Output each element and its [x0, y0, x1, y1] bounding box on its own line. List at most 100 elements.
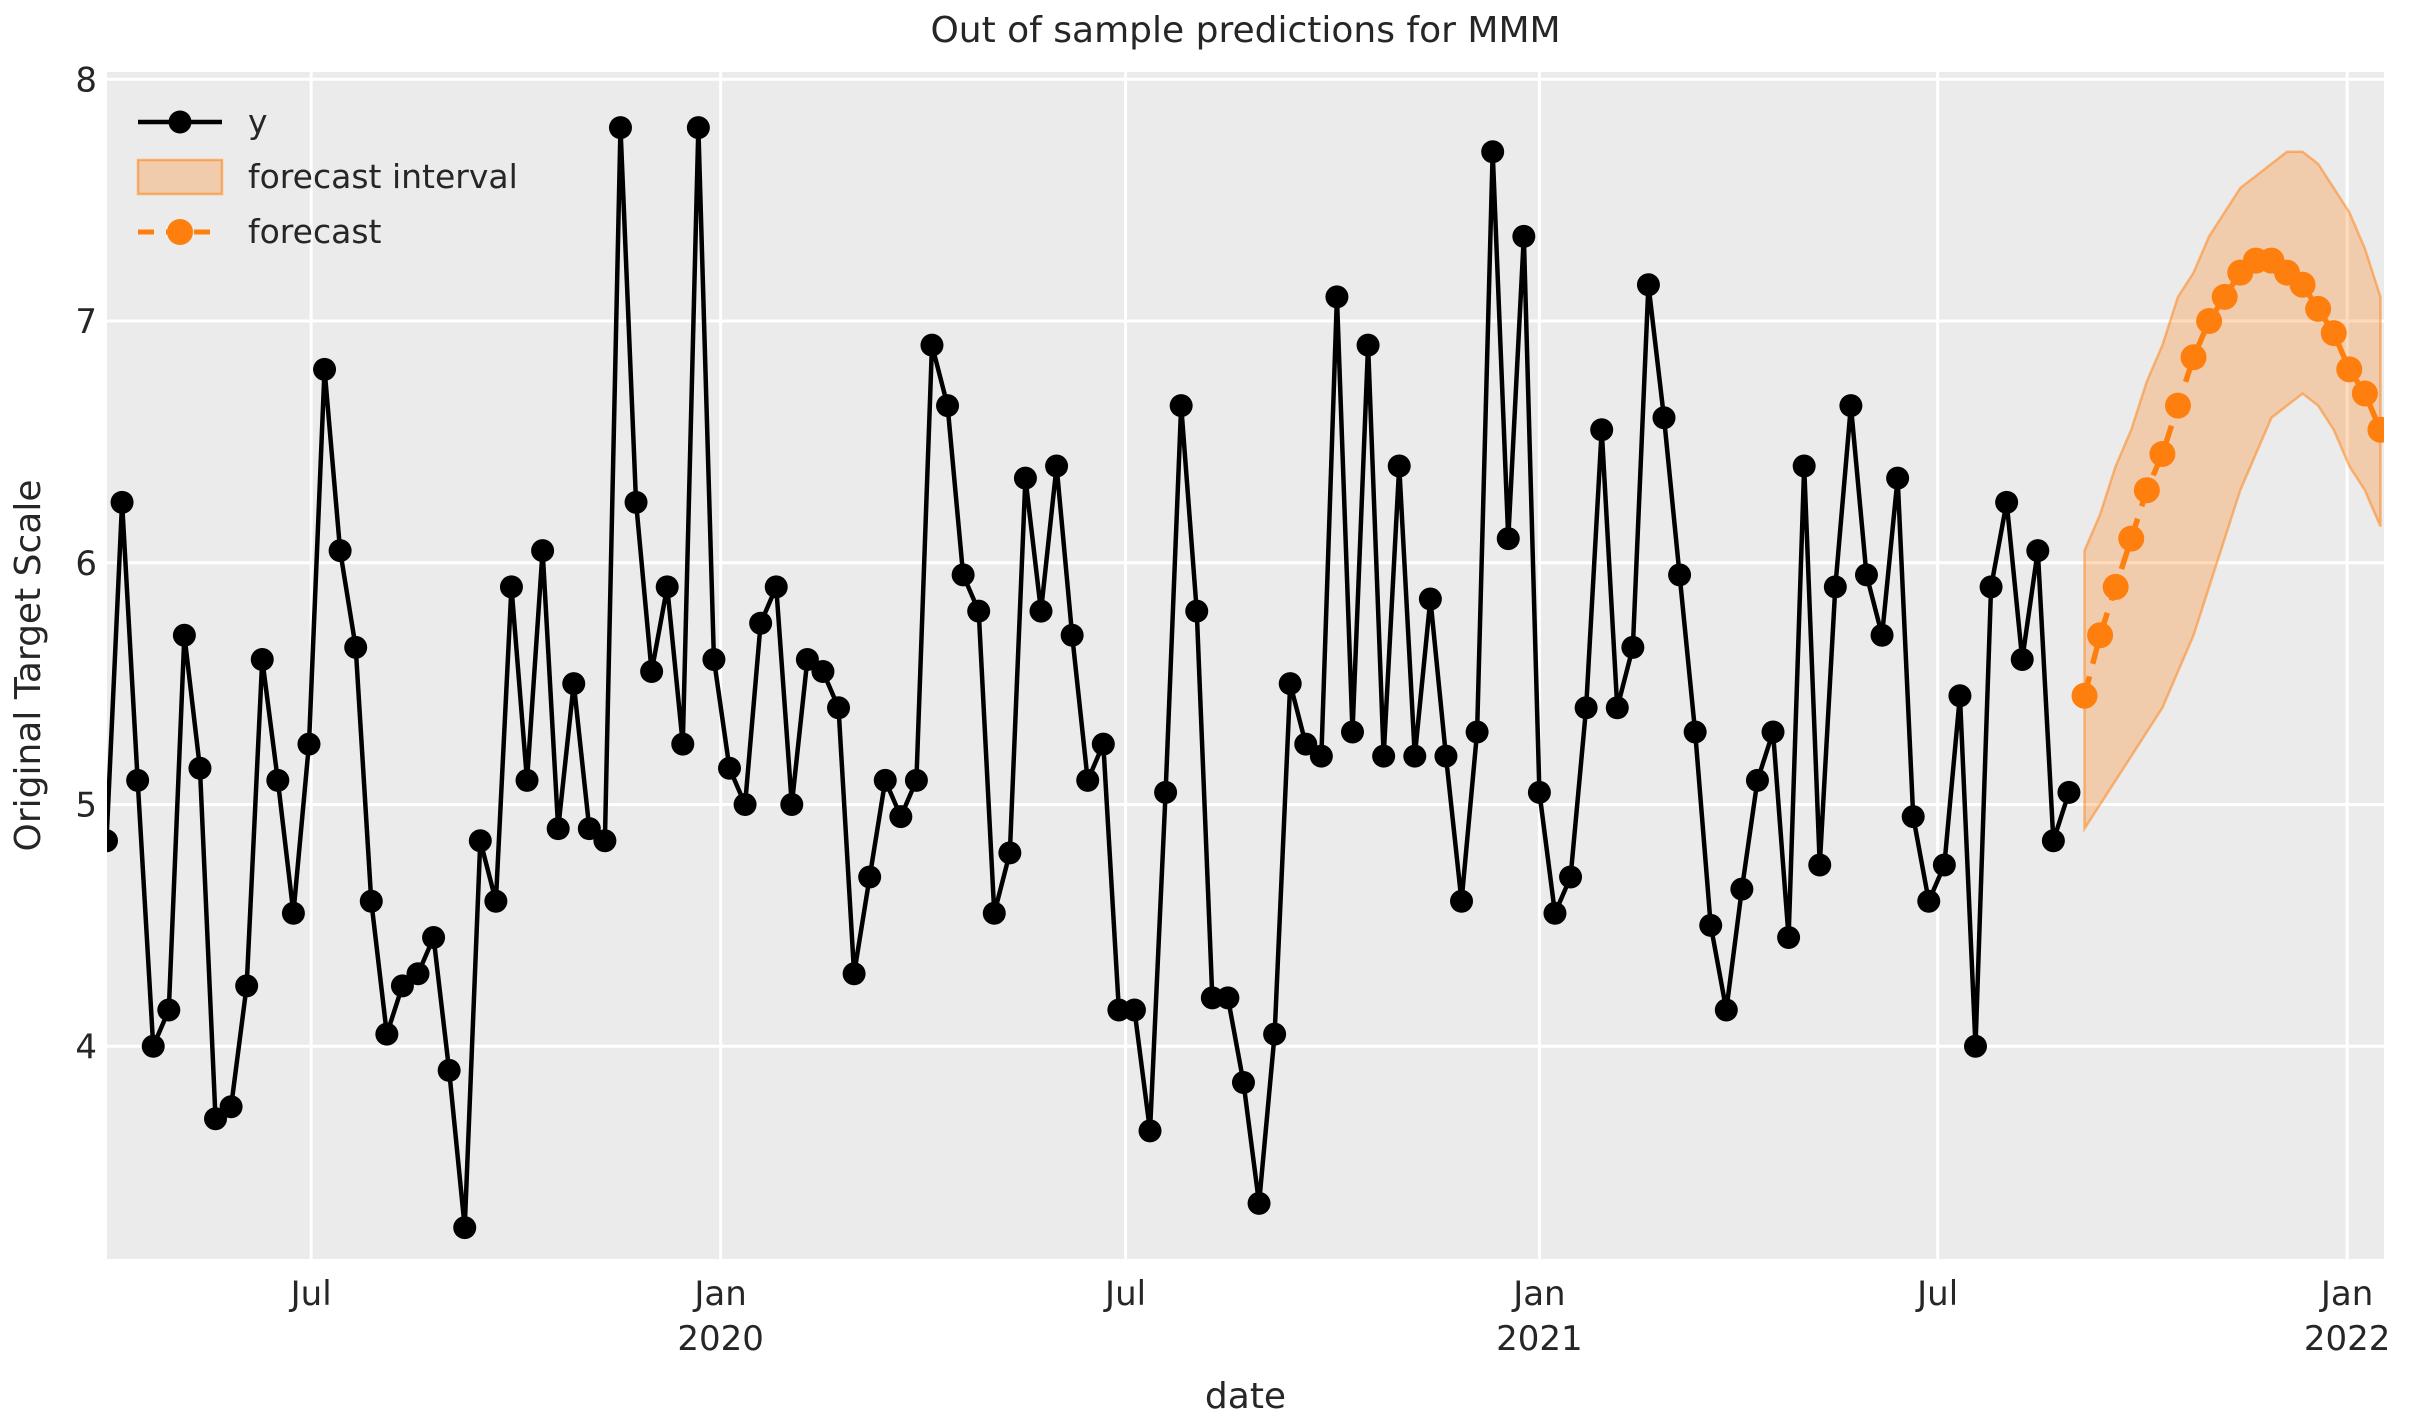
series-y-marker: [297, 732, 321, 756]
series-y-marker: [577, 817, 601, 841]
series-y-marker: [733, 793, 757, 817]
series-y-marker: [686, 116, 710, 140]
forecast-marker: [2305, 295, 2332, 322]
series-y-marker: [1636, 273, 1660, 297]
series-y-marker: [484, 889, 508, 913]
series-y-marker: [1792, 454, 1816, 478]
series-y-marker: [235, 974, 259, 998]
series-y-marker: [1745, 768, 1769, 792]
series-y-marker: [1418, 587, 1442, 611]
series-y-marker: [1823, 575, 1847, 599]
forecast-marker: [2351, 380, 2378, 407]
series-y-marker: [531, 539, 555, 563]
series-y-marker: [1512, 224, 1536, 248]
forecast-marker: [2149, 440, 2176, 467]
series-y-marker: [764, 575, 788, 599]
series-y-marker: [1590, 418, 1614, 442]
series-y-marker: [1247, 1191, 1271, 1215]
forecast-marker: [2336, 356, 2363, 383]
chart-title: Out of sample predictions for MMM: [930, 10, 1560, 51]
series-y-marker: [1605, 696, 1629, 720]
series-y-marker: [188, 756, 212, 780]
series-y-marker: [1527, 780, 1551, 804]
series-y-marker: [1231, 1071, 1255, 1095]
series-y-marker: [1138, 1119, 1162, 1143]
series-y-marker: [1325, 285, 1349, 309]
forecast-marker: [2367, 416, 2384, 443]
series-y-marker: [671, 732, 695, 756]
series-y-marker: [1870, 623, 1894, 647]
forecast-marker: [2133, 477, 2160, 504]
series-y-marker: [390, 974, 414, 998]
series-y-marker: [718, 756, 741, 780]
series-y-marker: [1294, 732, 1318, 756]
series-y-marker: [344, 635, 368, 659]
series-y-marker: [1013, 466, 1037, 490]
series-y-marker: [328, 539, 352, 563]
series-y-marker: [920, 333, 944, 357]
series-y-marker: [1901, 805, 1925, 829]
series-y-marker: [1559, 865, 1583, 889]
forecast-marker: [2320, 320, 2347, 347]
series-y-marker: [1730, 877, 1754, 901]
series-y-marker: [1668, 563, 1692, 587]
forecast-marker: [2289, 271, 2316, 298]
series-y-marker: [1122, 998, 1146, 1022]
series-y-marker: [1356, 333, 1380, 357]
series-y-marker: [593, 829, 617, 853]
series-y-marker: [2010, 647, 2034, 671]
series-y-marker: [1574, 696, 1598, 720]
series-y-marker: [1341, 720, 1364, 744]
series-y-marker: [250, 647, 274, 671]
series-y-marker: [1979, 575, 2003, 599]
y-axis-label: Original Target Scale: [8, 480, 49, 852]
series-y-marker: [827, 696, 851, 720]
x-tick-label: Jul: [289, 1274, 332, 1314]
series-y-marker: [107, 829, 118, 853]
series-y-marker: [936, 394, 960, 418]
forecast-marker: [2087, 622, 2114, 649]
series-y-marker: [375, 1022, 399, 1046]
legend-marker-sample: [168, 110, 192, 134]
series-y-marker: [172, 623, 196, 647]
forecast-marker: [2180, 344, 2207, 371]
series-y-marker: [1839, 394, 1863, 418]
series-y-marker: [2041, 829, 2065, 853]
series-y-marker: [982, 901, 1006, 925]
series-y-marker: [499, 575, 523, 599]
series-y-marker: [842, 962, 866, 986]
x-tick-label: Jul: [1915, 1274, 1958, 1314]
series-y-marker: [1683, 720, 1707, 744]
series-y-marker: [1714, 998, 1738, 1022]
series-y-marker: [1045, 454, 1069, 478]
y-tick-label: 6: [75, 544, 97, 584]
y-tick-label: 4: [75, 1027, 97, 1067]
series-y-marker: [1777, 925, 1801, 949]
series-y-marker: [1185, 599, 1209, 623]
series-y-marker: [1060, 623, 1084, 647]
series-y-marker: [266, 768, 290, 792]
series-y-marker: [437, 1058, 461, 1082]
series-y-marker: [1309, 744, 1333, 768]
y-tick-label: 7: [75, 302, 97, 342]
series-y-marker: [811, 660, 835, 684]
series-y-marker: [1496, 527, 1520, 551]
series-y-marker: [359, 889, 383, 913]
legend-label-forecast-interval: forecast interval: [248, 157, 518, 196]
series-y-marker: [951, 563, 975, 587]
series-y-marker: [624, 490, 648, 514]
x-axis-label: date: [1205, 1376, 1286, 1417]
series-y-marker: [1465, 720, 1489, 744]
series-y-marker: [873, 768, 897, 792]
series-y-marker: [1091, 732, 1115, 756]
x-tick-year-label: 2022: [2304, 1319, 2391, 1359]
series-y-marker: [157, 998, 181, 1022]
series-y-marker: [1886, 466, 1910, 490]
series-y-marker: [1076, 768, 1100, 792]
forecast-interval-band: [2083, 150, 2382, 833]
plot-area: [107, 72, 2384, 1259]
y-tick-label: 5: [75, 786, 97, 826]
series-y-marker: [515, 768, 539, 792]
